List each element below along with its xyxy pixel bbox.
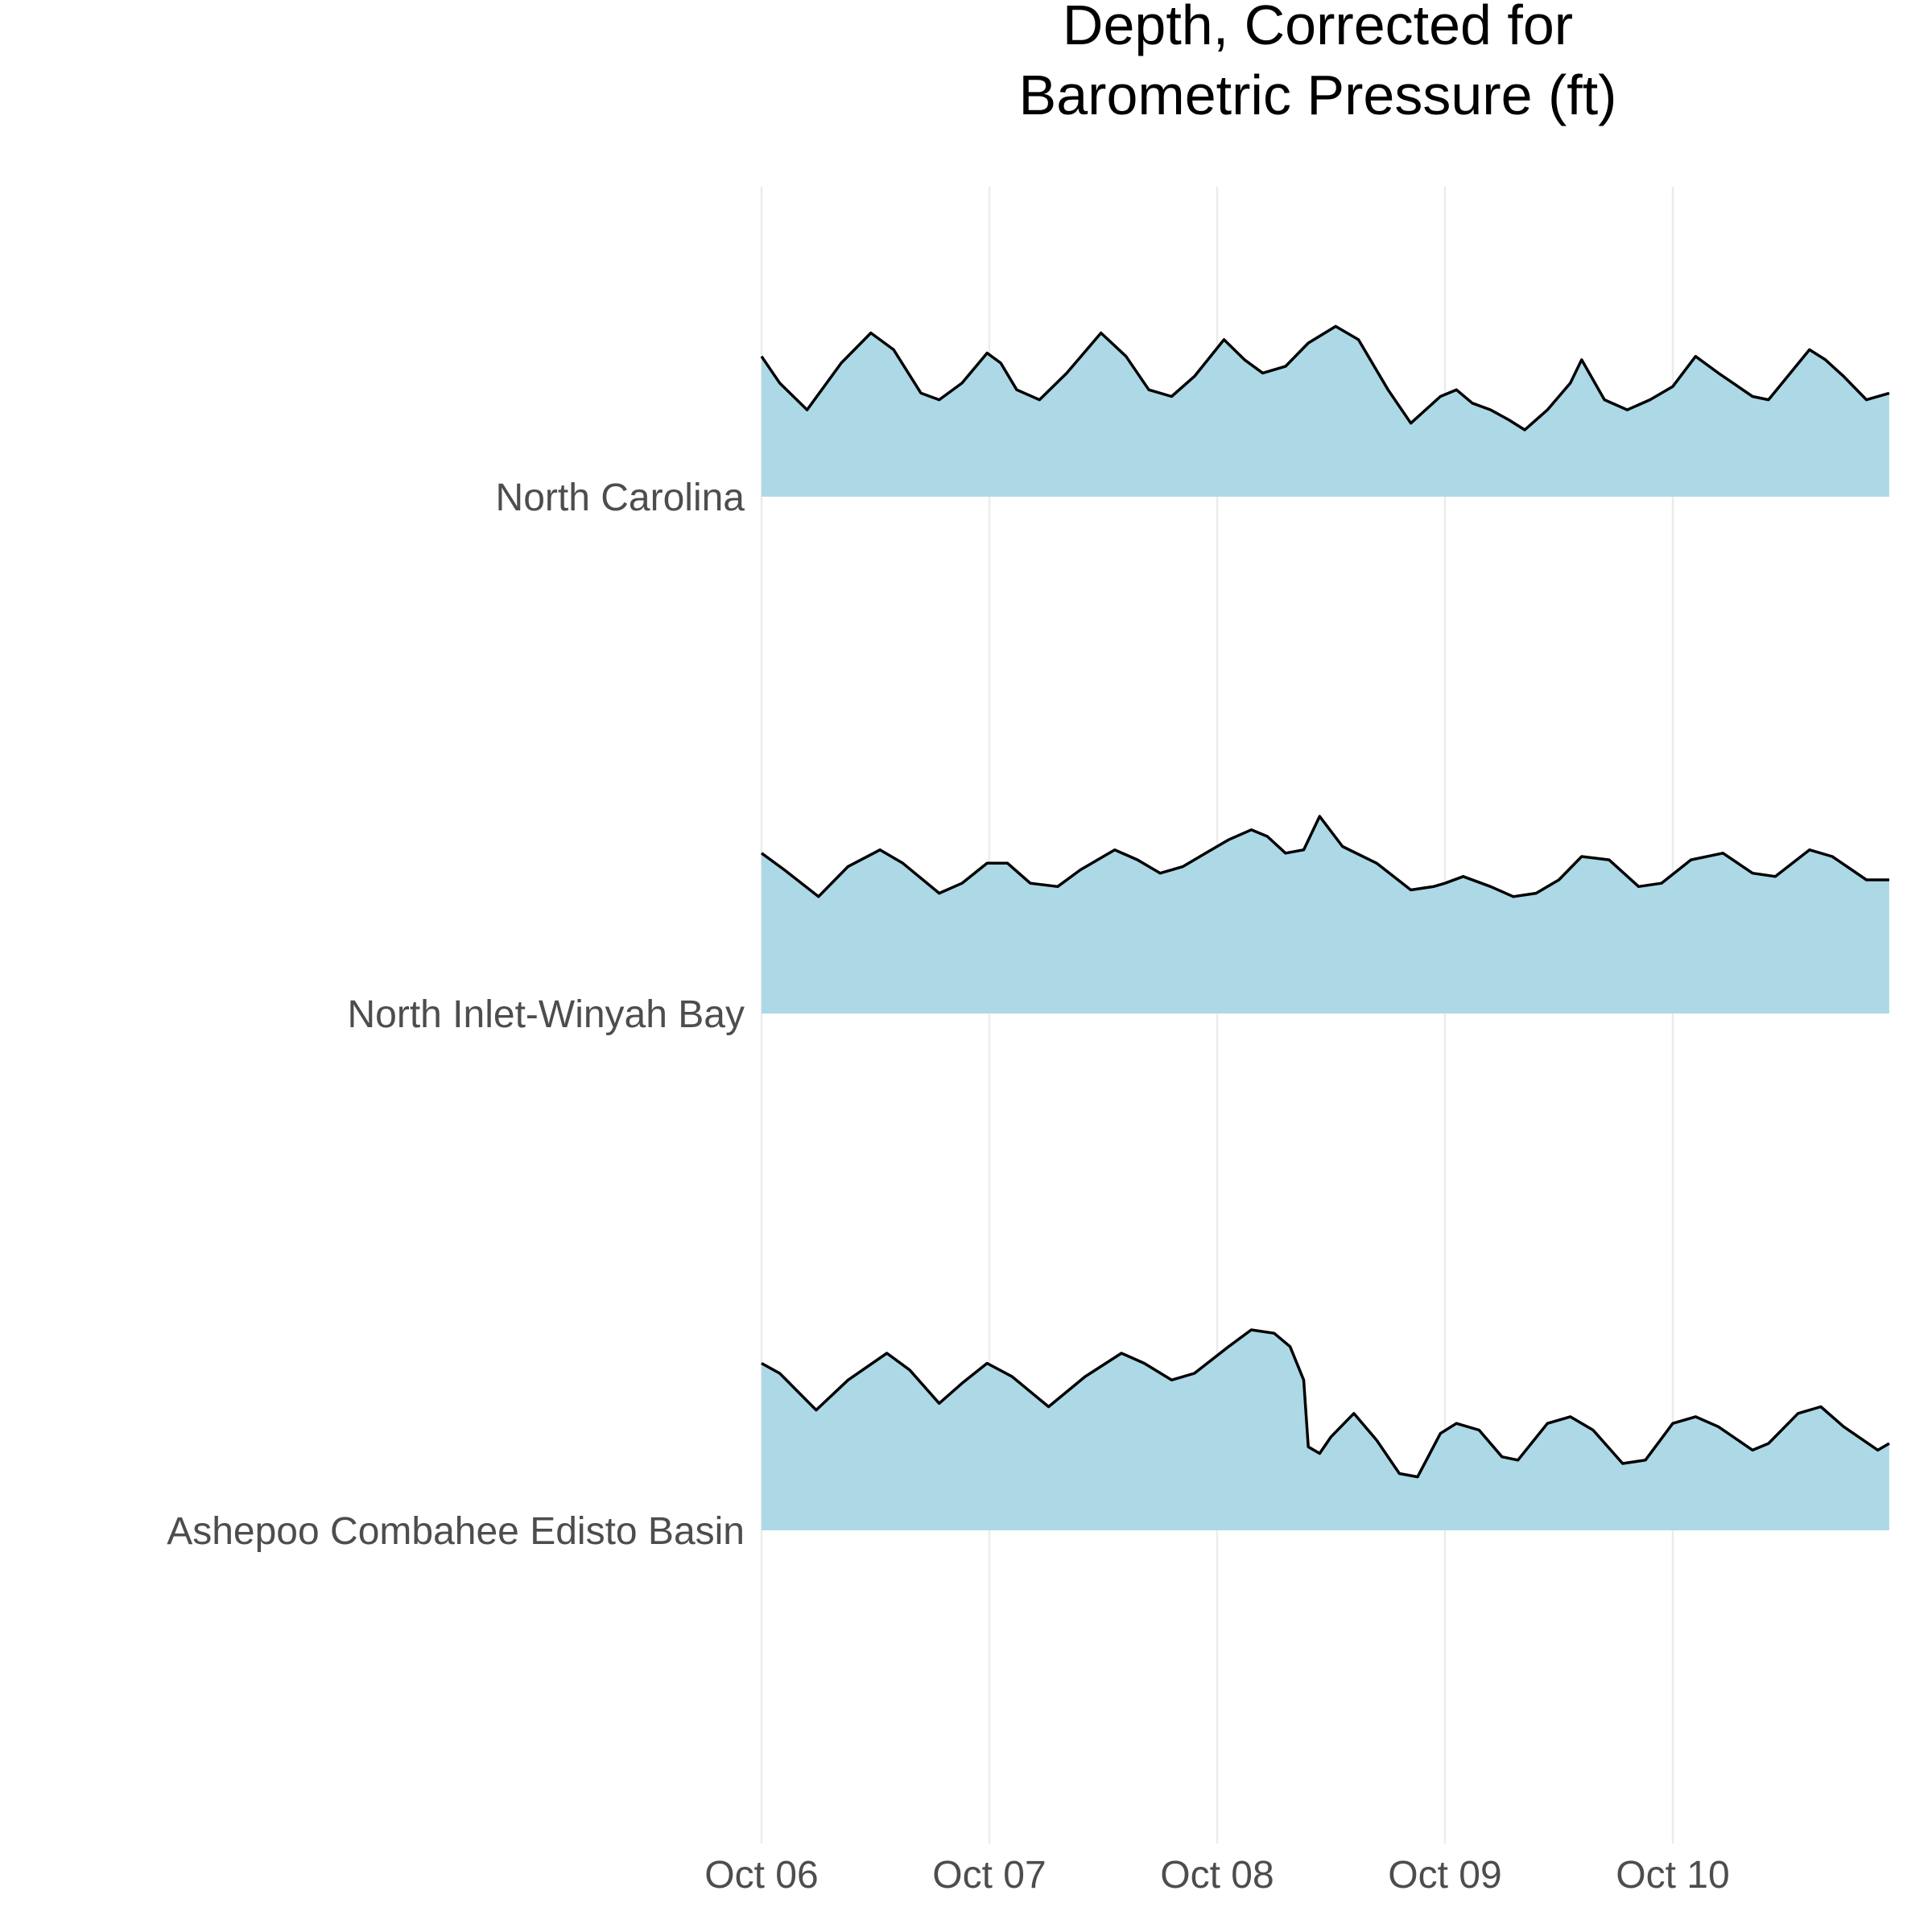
x-tick-label: Oct 09 xyxy=(1388,1854,1501,1897)
y-axis-labels: North Carolina North Inlet-Winyah Bay Ashe… xyxy=(167,477,745,1553)
x-axis-labels: Oct 06 Oct 07 Oct 08 Oct 09 Oct 10 xyxy=(704,1854,1729,1897)
x-tick-label: Oct 10 xyxy=(1616,1854,1729,1897)
series-area xyxy=(762,816,1889,1013)
x-tick-label: Oct 08 xyxy=(1160,1854,1274,1897)
y-series-label: Ashepoo Combahee Edisto Basin xyxy=(167,1510,745,1553)
series-line xyxy=(760,815,1889,898)
x-tick-label: Oct 07 xyxy=(932,1854,1046,1897)
x-tick-label: Oct 06 xyxy=(704,1854,818,1897)
y-series-label: North Inlet-Winyah Bay xyxy=(347,993,745,1036)
series-area xyxy=(762,1330,1889,1530)
series-line xyxy=(760,324,1890,431)
series-areas xyxy=(760,324,1890,1530)
y-series-label: North Carolina xyxy=(496,477,745,519)
chart-title-line-2: Barometric Pressure (ft) xyxy=(1019,64,1617,126)
series-line xyxy=(761,1328,1890,1479)
series-area xyxy=(762,326,1889,497)
chart-title-line-1: Depth, Corrected for xyxy=(1063,0,1573,56)
